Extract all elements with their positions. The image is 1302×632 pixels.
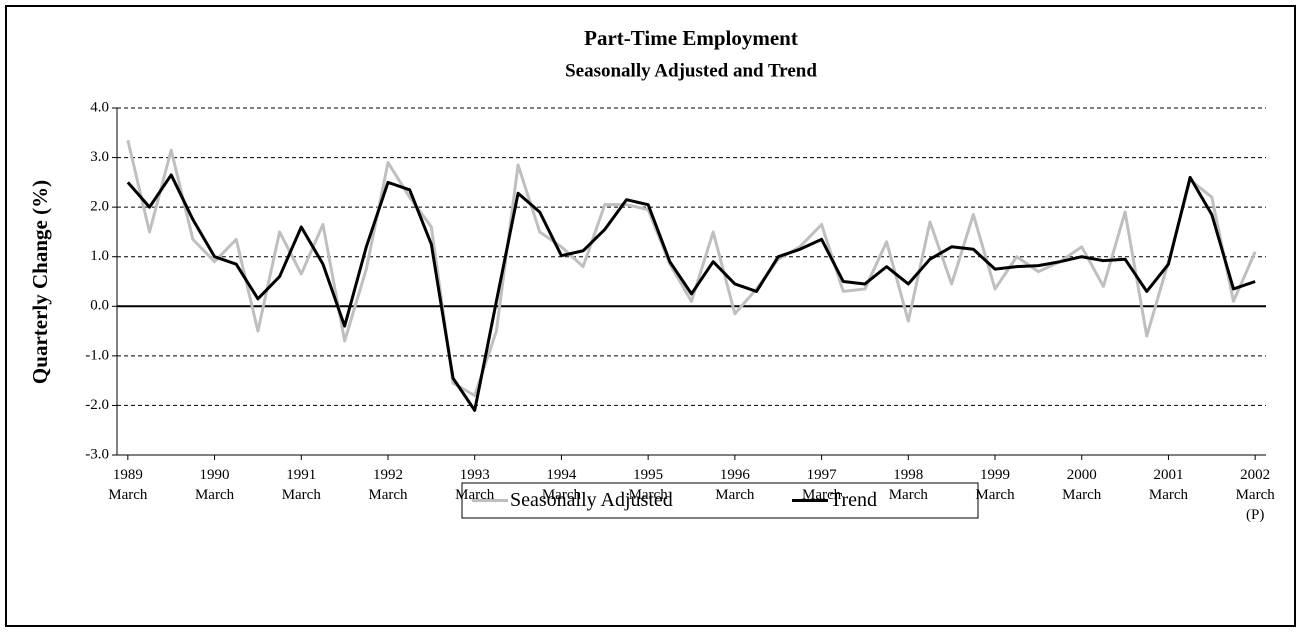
y-tick-label: 4.0 bbox=[90, 99, 109, 115]
x-tick-label: 2001 March bbox=[1148, 467, 1189, 503]
x-tick-label: 2002 March (P) bbox=[1235, 467, 1275, 523]
y-tick-label: -2.0 bbox=[85, 397, 109, 413]
y-tick-label: 1.0 bbox=[90, 248, 109, 264]
y-tick-label: 3.0 bbox=[90, 149, 109, 165]
x-tick-label: 1990 March bbox=[194, 467, 235, 503]
x-tick-label: 1997 March bbox=[801, 467, 842, 503]
legend-label: Seasonally Adjusted bbox=[510, 489, 673, 511]
x-tick-label: 1994 March bbox=[541, 467, 581, 503]
legend-label: Trend bbox=[830, 489, 877, 511]
y-axis-label: Quarterly Change (%) bbox=[28, 180, 52, 384]
chart-title: Part-Time Employment bbox=[584, 26, 798, 50]
legend-box bbox=[461, 482, 979, 519]
x-tick-label: 1998 March bbox=[888, 467, 928, 503]
y-tick-label: -3.0 bbox=[85, 446, 109, 462]
x-tick-label: 1993 March bbox=[455, 467, 495, 503]
x-tick-label: 1989 March bbox=[108, 467, 148, 503]
chart-subtitle: Seasonally Adjusted and Trend bbox=[565, 60, 817, 81]
y-tick-label: 2.0 bbox=[90, 199, 109, 215]
x-tick-label: 2000 March bbox=[1062, 467, 1102, 503]
x-tick-label: 1991 March bbox=[281, 467, 321, 503]
chart-border bbox=[5, 5, 1296, 627]
x-tick-label: 1999 March bbox=[975, 467, 1015, 503]
series-line bbox=[126, 173, 1256, 412]
y-tick-label: 0.0 bbox=[90, 298, 109, 314]
x-tick-label: 1995 March bbox=[628, 467, 668, 503]
y-tick-label: -1.0 bbox=[85, 347, 109, 363]
x-tick-label: 1992 March bbox=[368, 467, 408, 503]
x-tick-label: 1996 March bbox=[715, 467, 755, 503]
series-line bbox=[126, 139, 1257, 398]
